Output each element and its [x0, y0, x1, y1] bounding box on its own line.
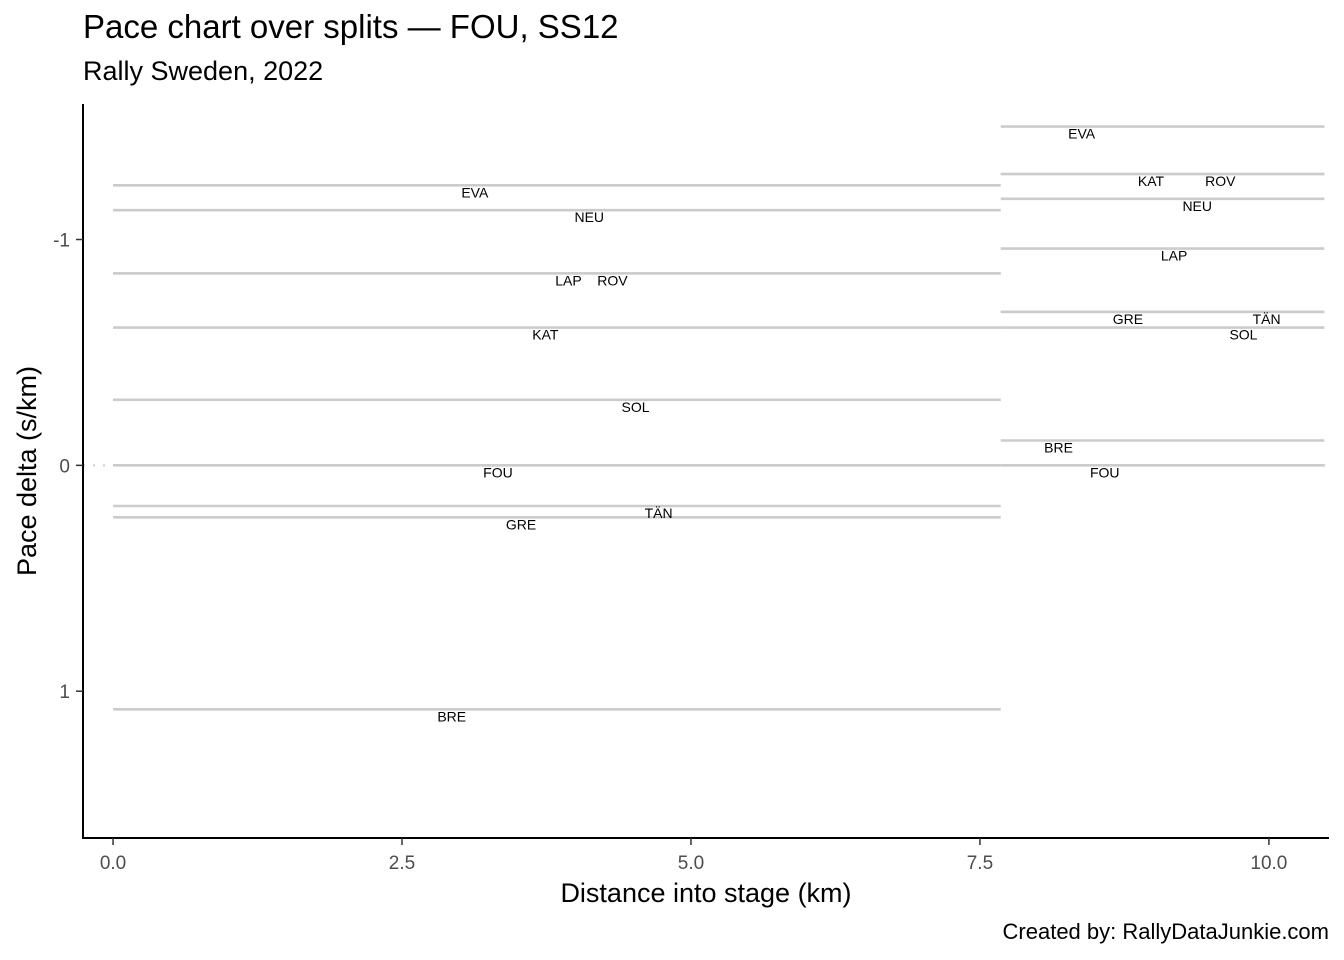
y-axis-title: Pace delta (s/km) — [12, 366, 42, 576]
driver-label-rov-split-2: ROV — [1205, 173, 1236, 189]
driver-label-sol-split-1: SOL — [621, 399, 649, 415]
x-tick-label: 5.0 — [678, 853, 704, 874]
driver-label-rov-split-1: ROV — [597, 272, 628, 288]
x-tick-label: 0.0 — [100, 853, 126, 874]
driver-label-neu-split-2: NEU — [1182, 198, 1212, 214]
driver-label-fou-split-1: FOU — [483, 464, 513, 480]
driver-label-neu-split-1: NEU — [574, 209, 604, 225]
y-tick-label: 1 — [59, 682, 70, 703]
driver-label-kat-split-2: KAT — [1138, 173, 1165, 189]
driver-label-fou-split-2: FOU — [1090, 464, 1120, 480]
driver-label-sol-split-2: SOL — [1229, 327, 1257, 343]
driver-label-kat-split-1: KAT — [532, 327, 559, 343]
y-tick-label: 0 — [59, 456, 70, 477]
driver-label-bre-split-2: BRE — [1044, 440, 1073, 456]
x-axis-title: Distance into stage (km) — [560, 878, 851, 908]
driver-label-eva-split-1: EVA — [461, 184, 489, 200]
x-tick-label: 10.0 — [1250, 853, 1287, 874]
driver-label-tän-split-2: TÄN — [1253, 311, 1281, 327]
chart-title: Pace chart over splits — FOU, SS12 — [83, 8, 619, 45]
driver-label-gre-split-1: GRE — [506, 516, 536, 532]
driver-label-bre-split-1: BRE — [437, 708, 466, 724]
x-tick-label: 7.5 — [967, 853, 993, 874]
driver-label-lap-split-2: LAP — [1161, 248, 1187, 264]
driver-label-eva-split-2: EVA — [1068, 126, 1096, 142]
credit-caption: Created by: RallyDataJunkie.com — [1002, 919, 1329, 944]
driver-label-lap-split-1: LAP — [555, 272, 581, 288]
driver-label-tän-split-1: TÄN — [645, 505, 673, 521]
x-tick-label: 2.5 — [389, 853, 415, 874]
chart-subtitle: Rally Sweden, 2022 — [83, 56, 324, 86]
driver-label-gre-split-2: GRE — [1113, 311, 1143, 327]
y-tick-label: -1 — [53, 231, 70, 252]
